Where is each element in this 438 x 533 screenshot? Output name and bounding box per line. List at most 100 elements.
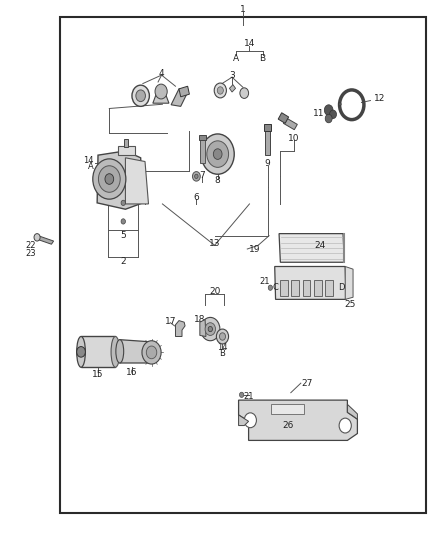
Circle shape xyxy=(142,341,161,364)
Circle shape xyxy=(213,149,222,159)
Polygon shape xyxy=(230,85,236,92)
Text: A: A xyxy=(88,162,94,171)
Text: 1: 1 xyxy=(240,5,246,14)
Circle shape xyxy=(219,333,226,340)
Polygon shape xyxy=(347,405,357,419)
Polygon shape xyxy=(97,151,143,209)
Polygon shape xyxy=(125,158,148,204)
Text: 22: 22 xyxy=(26,241,36,250)
Text: 24: 24 xyxy=(315,241,326,250)
Text: 15: 15 xyxy=(92,370,104,379)
Polygon shape xyxy=(118,146,135,155)
Circle shape xyxy=(216,329,229,344)
Circle shape xyxy=(201,134,234,174)
Polygon shape xyxy=(271,405,304,414)
Circle shape xyxy=(208,326,212,332)
Polygon shape xyxy=(81,336,116,367)
Bar xyxy=(314,280,322,296)
Text: 10: 10 xyxy=(288,134,300,143)
Text: 25: 25 xyxy=(344,300,355,309)
Circle shape xyxy=(121,200,125,206)
Polygon shape xyxy=(239,415,249,425)
Text: 14: 14 xyxy=(83,156,94,165)
Text: 18: 18 xyxy=(194,315,205,324)
Bar xyxy=(303,280,311,296)
Ellipse shape xyxy=(148,342,155,363)
Text: B: B xyxy=(219,349,226,358)
Circle shape xyxy=(329,110,336,118)
Circle shape xyxy=(192,172,200,181)
Text: 20: 20 xyxy=(209,287,220,296)
Text: 16: 16 xyxy=(126,368,138,377)
Polygon shape xyxy=(200,319,206,336)
Polygon shape xyxy=(176,320,185,336)
Circle shape xyxy=(324,105,333,115)
Circle shape xyxy=(155,84,167,99)
Bar xyxy=(199,135,206,140)
Polygon shape xyxy=(278,113,289,123)
Circle shape xyxy=(105,174,114,184)
Polygon shape xyxy=(275,266,346,300)
Polygon shape xyxy=(279,233,344,262)
Circle shape xyxy=(343,94,360,115)
Circle shape xyxy=(207,141,229,167)
Circle shape xyxy=(240,88,249,99)
Text: 27: 27 xyxy=(302,378,313,387)
Text: 8: 8 xyxy=(215,175,221,184)
Polygon shape xyxy=(179,86,189,97)
Text: 21: 21 xyxy=(243,392,254,401)
Circle shape xyxy=(325,114,332,123)
Text: A: A xyxy=(233,54,240,62)
Text: 7: 7 xyxy=(200,171,205,180)
Circle shape xyxy=(77,346,85,357)
Circle shape xyxy=(99,166,120,192)
Circle shape xyxy=(136,90,145,102)
Bar xyxy=(60,17,426,513)
Bar xyxy=(200,139,205,163)
Circle shape xyxy=(132,85,149,107)
Text: 23: 23 xyxy=(26,249,36,258)
Text: 3: 3 xyxy=(229,71,235,80)
Text: 26: 26 xyxy=(282,421,293,430)
Ellipse shape xyxy=(77,336,85,367)
Text: C: C xyxy=(272,283,278,292)
Circle shape xyxy=(201,317,220,341)
Text: 11: 11 xyxy=(313,109,324,118)
Polygon shape xyxy=(153,92,169,103)
Circle shape xyxy=(205,322,215,335)
Text: 13: 13 xyxy=(209,239,220,248)
Text: 14: 14 xyxy=(244,39,255,49)
Text: 17: 17 xyxy=(165,317,176,326)
Text: 19: 19 xyxy=(249,245,260,254)
Circle shape xyxy=(34,233,40,241)
Text: 9: 9 xyxy=(265,159,271,168)
Circle shape xyxy=(268,285,272,290)
Polygon shape xyxy=(120,340,152,363)
Circle shape xyxy=(93,159,126,199)
Polygon shape xyxy=(36,236,53,244)
Text: 14: 14 xyxy=(217,343,228,352)
Bar xyxy=(291,280,299,296)
Text: 4: 4 xyxy=(159,69,164,78)
Text: 5: 5 xyxy=(120,231,126,240)
Bar xyxy=(325,280,333,296)
Bar xyxy=(264,124,271,131)
Circle shape xyxy=(339,103,341,106)
Bar xyxy=(280,280,288,296)
Ellipse shape xyxy=(111,336,120,367)
Circle shape xyxy=(214,83,226,98)
Circle shape xyxy=(121,219,125,224)
Polygon shape xyxy=(283,118,297,130)
Circle shape xyxy=(146,346,157,359)
Text: 21: 21 xyxy=(260,277,270,286)
Polygon shape xyxy=(239,400,357,440)
Text: D: D xyxy=(338,283,344,292)
Polygon shape xyxy=(171,89,188,107)
Circle shape xyxy=(217,87,223,94)
Text: B: B xyxy=(259,54,265,62)
Bar xyxy=(265,130,270,155)
Circle shape xyxy=(240,392,244,398)
Circle shape xyxy=(244,413,256,427)
Bar xyxy=(124,139,128,147)
Circle shape xyxy=(339,418,351,433)
